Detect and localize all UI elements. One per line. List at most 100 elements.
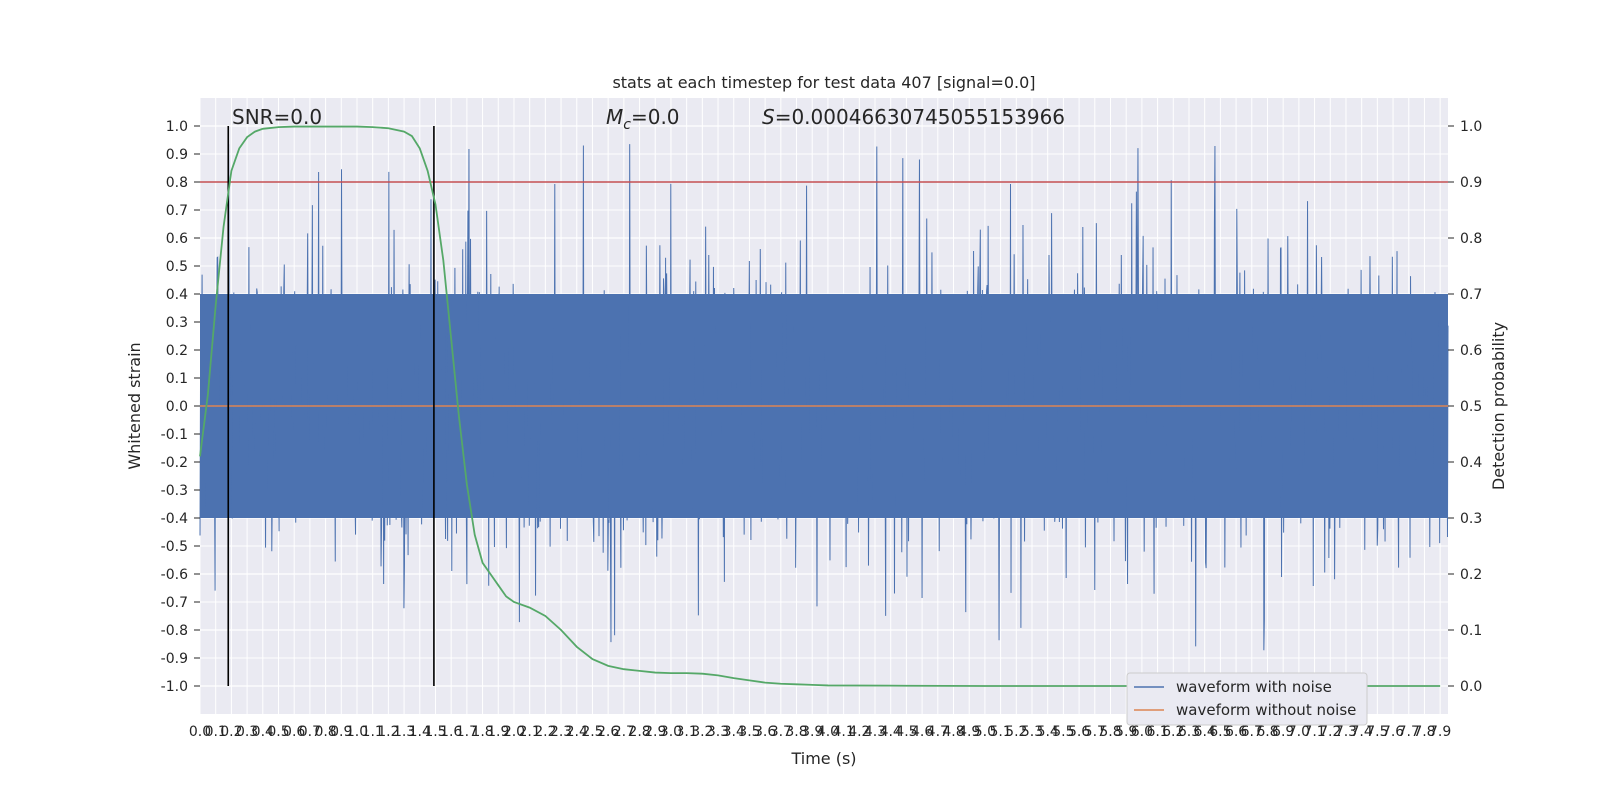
noise-series-line <box>199 144 1449 651</box>
x-tick-label: 1.8 <box>471 724 493 740</box>
x-tick-label: 0.7 <box>299 724 321 740</box>
y-tick-label: 0.3 <box>166 315 188 331</box>
x-tick-label: 5.3 <box>1021 724 1043 740</box>
x-tick-label: 5.9 <box>1115 724 1137 740</box>
y-tick-label: 0.5 <box>166 259 188 275</box>
s-value: =0.00046630745055153966 <box>775 105 1065 129</box>
x-tick-label: 0.0 <box>189 724 211 740</box>
x-tick-label: 3.0 <box>660 724 682 740</box>
x-tick-label: 4.3 <box>864 724 886 740</box>
s-annotation: S=0.00046630745055153966 <box>762 105 1065 129</box>
mc-annotation: Mc=0.0 <box>606 105 680 133</box>
x-tick-label: 1.1 <box>362 724 384 740</box>
x-tick-label: 6.8 <box>1256 724 1278 740</box>
x-tick-label: 3.3 <box>707 724 729 740</box>
x-tick-label: 3.8 <box>785 724 807 740</box>
x-tick-label: 4.0 <box>817 724 839 740</box>
x-tick-label: 1.5 <box>424 724 446 740</box>
y-tick-label: 0.8 <box>166 175 188 191</box>
x-tick-label: 2.0 <box>503 724 525 740</box>
y2-tick-label: 0.4 <box>1460 455 1482 471</box>
x-tick-label: 7.6 <box>1382 724 1404 740</box>
x-tick-label: 0.2 <box>220 724 242 740</box>
x-tick-label: 2.3 <box>550 724 572 740</box>
x-tick-label: 7.1 <box>1303 724 1325 740</box>
x-tick-label: 2.6 <box>597 724 619 740</box>
y2-tick-label: 0.8 <box>1460 231 1482 247</box>
x-tick-label: 0.3 <box>236 724 258 740</box>
x-tick-label: 0.4 <box>252 724 274 740</box>
y-tick-label: -0.3 <box>161 483 188 499</box>
x-tick-label: 2.2 <box>534 724 556 740</box>
y-axis-label: Whitened strain <box>125 342 144 469</box>
x-tick-label: 5.0 <box>974 724 996 740</box>
y-tick-label: -0.7 <box>161 595 188 611</box>
x-tick-label: 3.7 <box>770 724 792 740</box>
mc-symbol: M <box>606 105 623 129</box>
x-tick-label: 4.1 <box>832 724 854 740</box>
x-tick-label: 2.8 <box>628 724 650 740</box>
y-tick-label: 0.2 <box>166 343 188 359</box>
x-tick-label: 1.4 <box>409 724 431 740</box>
snr-annotation: SNR=0.0 <box>232 105 322 129</box>
x-tick-label: 3.9 <box>801 724 823 740</box>
y-tick-label: 0.4 <box>166 287 188 303</box>
x-tick-label: 5.7 <box>1084 724 1106 740</box>
legend-label-noise: waveform with noise <box>1176 678 1332 696</box>
y2-tick-label: 0.3 <box>1460 511 1482 527</box>
x-tick-label: 6.5 <box>1209 724 1231 740</box>
x-tick-label: 3.6 <box>754 724 776 740</box>
y-axis-left: 1.0 0.9 0.8 0.7 0.6 0.5 0.4 0.3 0.2 0.1 0.0 -0.1 -0.… <box>161 119 200 695</box>
x-tick-label: 7.5 <box>1366 724 1388 740</box>
x-tick-label: 2.5 <box>581 724 603 740</box>
y-tick-label: 0.6 <box>166 231 188 247</box>
y2-tick-label: 0.1 <box>1460 623 1482 639</box>
x-tick-label: 1.3 <box>393 724 415 740</box>
y-tick-label: 0.9 <box>166 147 188 163</box>
x-tick-label: 6.7 <box>1241 724 1263 740</box>
y2-tick-label: 0.6 <box>1460 343 1482 359</box>
x-tick-label: 7.4 <box>1351 724 1373 740</box>
x-tick-label: 1.7 <box>456 724 478 740</box>
x-tick-label: 7.9 <box>1429 724 1451 740</box>
x-tick-label: 0.5 <box>267 724 289 740</box>
y-tick-label: 0.1 <box>166 371 188 387</box>
x-tick-label: 2.9 <box>644 724 666 740</box>
legend-box <box>1126 672 1368 726</box>
y-tick-label: -0.8 <box>161 623 188 639</box>
x-tick-label: 6.9 <box>1272 724 1294 740</box>
mc-value: =0.0 <box>631 105 680 129</box>
x-tick-label: 0.6 <box>283 724 305 740</box>
x-tick-label: 3.5 <box>738 724 760 740</box>
y-tick-label: -0.2 <box>161 455 188 471</box>
y-tick-label: -1.0 <box>161 679 188 695</box>
x-tick-label: 4.5 <box>895 724 917 740</box>
x-tick-label: 6.6 <box>1225 724 1247 740</box>
y-tick-label: 0.0 <box>166 399 188 415</box>
x-tick-label: 5.1 <box>989 724 1011 740</box>
x-tick-label: 5.5 <box>1052 724 1074 740</box>
x-tick-label: 6.0 <box>1131 724 1153 740</box>
x-tick-label: 4.6 <box>911 724 933 740</box>
x-tick-label: 3.2 <box>691 724 713 740</box>
y2-tick-label: 0.9 <box>1460 175 1482 191</box>
y-tick-label: -0.6 <box>161 567 188 583</box>
x-tick-label: 6.3 <box>1178 724 1200 740</box>
y2-tick-label: 0.2 <box>1460 567 1482 583</box>
x-tick-label: 2.4 <box>566 724 588 740</box>
y-tick-label: -0.9 <box>161 651 188 667</box>
x-tick-label: 7.3 <box>1335 724 1357 740</box>
x-tick-label: 0.1 <box>205 724 227 740</box>
x-tick-label: 7.2 <box>1319 724 1341 740</box>
x-axis: 0.00.10.20.30.40.50.60.70.80.91.01.11.21… <box>189 724 1451 740</box>
y-tick-label: -0.4 <box>161 511 188 527</box>
x-tick-label: 2.1 <box>519 724 541 740</box>
x-tick-label: 0.8 <box>314 724 336 740</box>
y2-tick-label: 1.0 <box>1460 119 1482 135</box>
x-tick-label: 2.7 <box>613 724 635 740</box>
y2-tick-label: 0.7 <box>1460 287 1482 303</box>
x-tick-label: 5.4 <box>1037 724 1059 740</box>
x-tick-label: 6.2 <box>1162 724 1184 740</box>
x-tick-label: 0.9 <box>330 724 352 740</box>
